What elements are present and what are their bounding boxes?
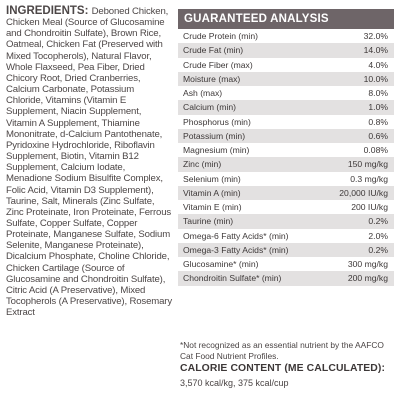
analysis-row: Omega-3 Fatty Acids* (min) 0.2%: [178, 242, 394, 257]
analysis-row-label: Selenium (min): [183, 173, 241, 184]
calorie-content-value: 3,570 kcal/kg, 375 kcal/cup: [180, 378, 289, 388]
analysis-row-label: Potassium (min): [183, 130, 246, 141]
analysis-row-value: 150 mg/kg: [347, 159, 388, 170]
analysis-row-label: Crude Fat (min): [183, 45, 244, 56]
analysis-row-value: 0.8%: [368, 116, 388, 127]
analysis-row-value: 0.2%: [368, 244, 388, 255]
analysis-row-value: 2.0%: [368, 230, 388, 241]
analysis-row: Calcium (min) 1.0%: [178, 100, 394, 115]
analysis-row-value: 200 mg/kg: [347, 273, 388, 284]
analysis-row-value: 4.0%: [368, 59, 388, 70]
analysis-row-value: 8.0%: [368, 88, 388, 99]
ingredients-text: Deboned Chicken, Chicken Meal (Source of…: [6, 6, 172, 319]
analysis-row-label: Glucosamine* (min): [183, 259, 259, 270]
ingredients-heading: INGREDIENTS:: [6, 5, 92, 17]
analysis-row-label: Taurine (min): [183, 216, 234, 227]
analysis-row-value: 0.6%: [368, 130, 388, 141]
analysis-row: Vitamin E (min) 200 IU/kg: [178, 200, 394, 214]
analysis-row-label: Omega-6 Fatty Acids* (min): [183, 230, 289, 241]
analysis-row: Moisture (max) 10.0%: [178, 71, 394, 86]
aafco-footnote: *Not recognized as an essential nutrient…: [180, 340, 384, 361]
analysis-row: Crude Fiber (max) 4.0%: [178, 58, 394, 72]
analysis-row-value: 20,000 IU/kg: [339, 187, 388, 198]
analysis-row-value: 32.0%: [363, 31, 388, 42]
analysis-row-label: Vitamin A (min): [183, 187, 241, 198]
analysis-row: Phosphorus (min) 0.8%: [178, 115, 394, 129]
analysis-row: Taurine (min) 0.2%: [178, 214, 394, 229]
analysis-row: Omega-6 Fatty Acids* (min) 2.0%: [178, 229, 394, 243]
analysis-row-label: Magnesium (min): [183, 145, 250, 156]
analysis-row-value: 200 IU/kg: [351, 202, 388, 213]
guaranteed-analysis-rows: Crude Protein (min) 32.0% Crude Fat (min) 1…: [178, 29, 394, 286]
analysis-row: Magnesium (min) 0.08%: [178, 143, 394, 157]
analysis-row: Chondroitin Sulfate* (min) 200 mg/kg: [178, 271, 394, 286]
analysis-row-value: 0.3 mg/kg: [350, 173, 388, 184]
analysis-row: Crude Fat (min) 14.0%: [178, 43, 394, 58]
analysis-row-label: Chondroitin Sulfate* (min): [183, 273, 282, 284]
analysis-row: Glucosamine* (min) 300 mg/kg: [178, 257, 394, 271]
analysis-row-value: 14.0%: [363, 45, 388, 56]
analysis-row-label: Vitamin E (min): [183, 202, 242, 213]
analysis-row: Selenium (min) 0.3 mg/kg: [178, 172, 394, 186]
analysis-row-value: 10.0%: [363, 73, 388, 84]
analysis-row-label: Phosphorus (min): [183, 116, 251, 127]
analysis-row: Ash (max) 8.0%: [178, 86, 394, 100]
ingredients-panel: INGREDIENTS: Deboned Chicken, Chicken Me…: [6, 5, 172, 319]
analysis-row-label: Zinc (min): [183, 159, 222, 170]
analysis-row-value: 1.0%: [368, 102, 388, 113]
guaranteed-analysis-table: GUARANTEED ANALYSIS Crude Protein (min) 3…: [178, 9, 394, 286]
analysis-row-label: Ash (max): [183, 88, 223, 99]
analysis-row-value: 0.08%: [363, 145, 388, 156]
analysis-row-label: Crude Fiber (max): [183, 59, 253, 70]
analysis-row: Vitamin A (min) 20,000 IU/kg: [178, 185, 394, 200]
analysis-row-label: Moisture (max): [183, 73, 241, 84]
analysis-row: Potassium (min) 0.6%: [178, 128, 394, 143]
calorie-content-title: CALORIE CONTENT (ME CALCULATED):: [180, 363, 386, 374]
analysis-row-label: Calcium (min): [183, 102, 236, 113]
analysis-row: Crude Protein (min) 32.0%: [178, 29, 394, 43]
analysis-row: Zinc (min) 150 mg/kg: [178, 157, 394, 172]
analysis-row-label: Crude Protein (min): [183, 31, 258, 42]
analysis-row-value: 0.2%: [368, 216, 388, 227]
analysis-row-label: Omega-3 Fatty Acids* (min): [183, 244, 289, 255]
guaranteed-analysis-title: GUARANTEED ANALYSIS: [178, 9, 394, 29]
analysis-row-value: 300 mg/kg: [347, 259, 388, 270]
